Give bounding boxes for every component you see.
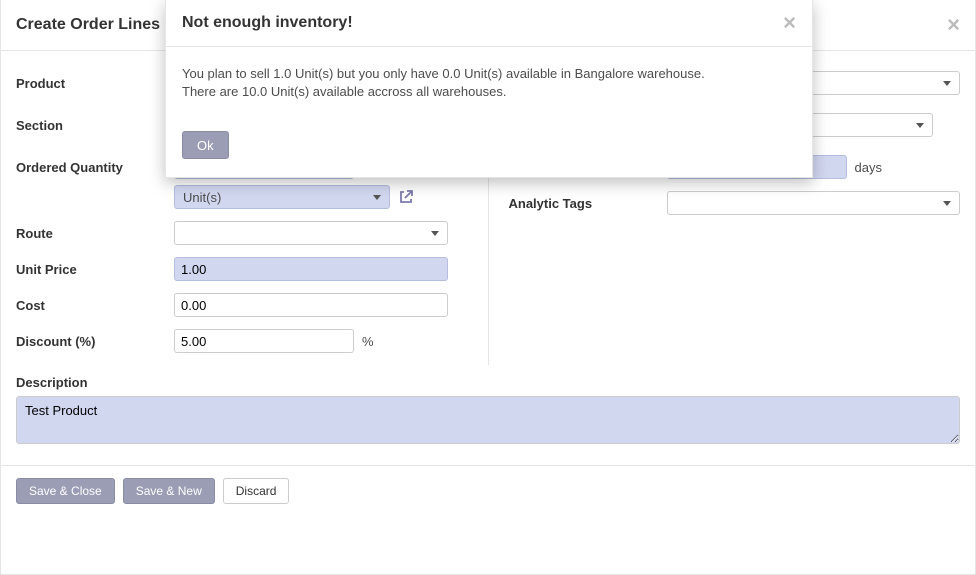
row-unit-price: Unit Price	[16, 257, 468, 281]
alert-line-1: You plan to sell 1.0 Unit(s) but you onl…	[182, 65, 796, 83]
label-unit-price: Unit Price	[16, 257, 174, 277]
cost-input[interactable]	[174, 293, 448, 317]
alert-body: You plan to sell 1.0 Unit(s) but you onl…	[166, 47, 812, 119]
discard-button[interactable]: Discard	[223, 478, 290, 504]
alert-line-2: There are 10.0 Unit(s) available accross…	[182, 83, 796, 101]
label-analytic-tags: Analytic Tags	[509, 191, 667, 211]
alert-footer: Ok	[166, 119, 812, 177]
dialog-title: Create Order Lines	[16, 16, 160, 34]
row-route: Route	[16, 221, 468, 245]
description-block: Description	[16, 375, 960, 465]
discount-input[interactable]	[174, 329, 354, 353]
close-icon[interactable]: ×	[947, 14, 960, 36]
alert-title: Not enough inventory!	[182, 14, 353, 32]
label-route: Route	[16, 221, 174, 241]
label-product: Product	[16, 71, 174, 91]
uom-select-value: Unit(s)	[183, 190, 221, 205]
label-description: Description	[16, 375, 960, 390]
unit-price-input[interactable]	[174, 257, 448, 281]
description-textarea[interactable]	[16, 396, 960, 444]
chevron-down-icon	[373, 195, 381, 200]
row-analytic-tags: Analytic Tags	[509, 191, 961, 215]
chevron-down-icon	[943, 81, 951, 86]
label-cost: Cost	[16, 293, 174, 313]
label-ordered-qty: Ordered Quantity	[16, 155, 174, 175]
external-link-icon[interactable]	[398, 189, 414, 205]
alert-header: Not enough inventory! ×	[166, 0, 812, 47]
analytic-tags-select[interactable]	[667, 191, 961, 215]
dialog-footer: Save & Close Save & New Discard	[1, 465, 975, 516]
route-select[interactable]	[174, 221, 448, 245]
label-discount: Discount (%)	[16, 329, 174, 349]
chevron-down-icon	[943, 201, 951, 206]
close-icon[interactable]: ×	[783, 12, 796, 34]
uom-select[interactable]: Unit(s)	[174, 185, 390, 209]
ok-button[interactable]: Ok	[182, 131, 229, 159]
days-suffix: days	[855, 160, 882, 175]
row-cost: Cost	[16, 293, 468, 317]
save-close-button[interactable]: Save & Close	[16, 478, 115, 504]
inventory-alert-dialog: Not enough inventory! × You plan to sell…	[165, 0, 813, 178]
chevron-down-icon	[916, 123, 924, 128]
label-section: Section	[16, 113, 174, 133]
create-order-lines-dialog: Create Order Lines × Product Section	[0, 0, 976, 575]
percent-suffix: %	[362, 334, 374, 349]
row-discount: Discount (%) %	[16, 329, 468, 353]
chevron-down-icon	[431, 231, 439, 236]
save-new-button[interactable]: Save & New	[123, 478, 215, 504]
